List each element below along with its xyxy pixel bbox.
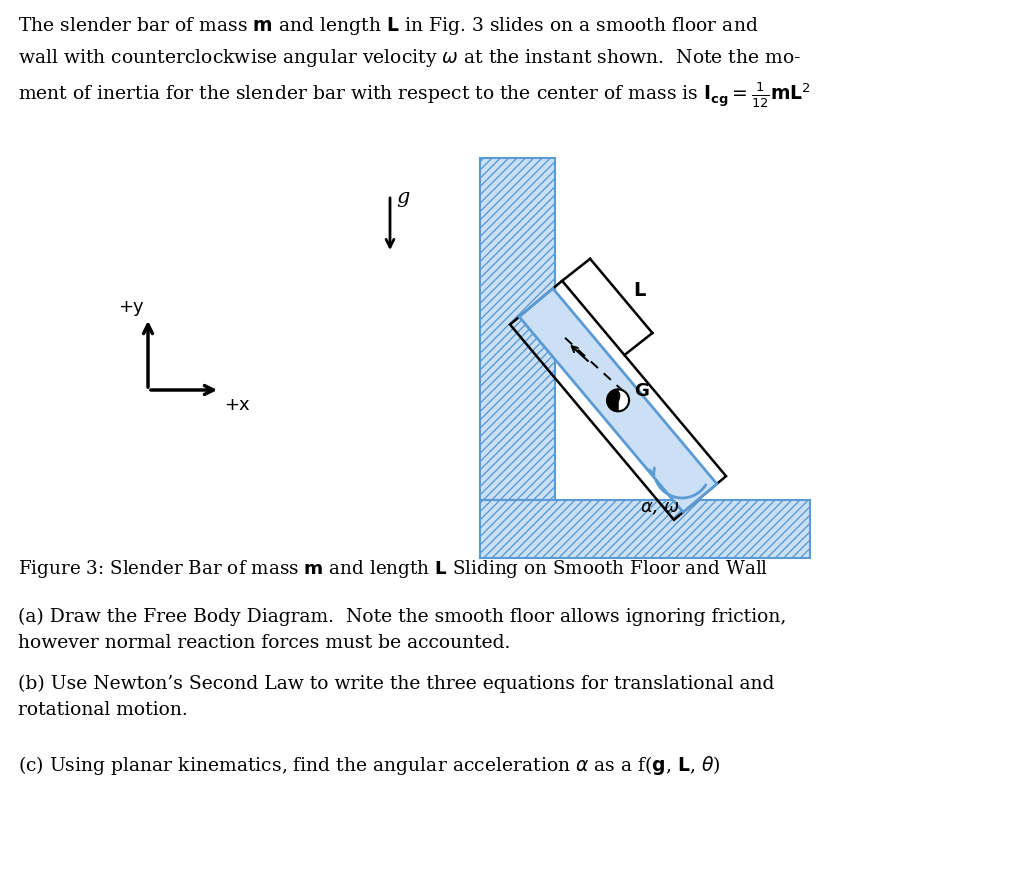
Text: (b) Use Newton’s Second Law to write the three equations for translational and
r: (b) Use Newton’s Second Law to write the… (18, 675, 774, 719)
Text: $\theta$: $\theta$ (608, 391, 622, 409)
Bar (480, 500, 810, 558)
Polygon shape (607, 389, 618, 411)
Text: +x: +x (224, 396, 250, 414)
Text: +y: +y (118, 298, 143, 316)
Text: G: G (634, 383, 649, 401)
Text: (c) Using planar kinematics, find the angular acceleration $\alpha$ as a f($\mat: (c) Using planar kinematics, find the an… (18, 754, 721, 777)
Bar (480, 158, 555, 500)
Text: Figure 3: Slender Bar of mass $\mathbf{m}$ and length $\mathbf{L}$ Sliding on Sm: Figure 3: Slender Bar of mass $\mathbf{m… (18, 558, 768, 580)
Text: $\alpha$, $\omega$: $\alpha$, $\omega$ (640, 499, 680, 517)
Text: g: g (396, 188, 410, 207)
Text: L: L (633, 282, 646, 300)
Bar (480, 158, 810, 558)
Polygon shape (519, 289, 717, 512)
Text: The slender bar of mass $\mathbf{m}$ and length $\mathbf{L}$ in Fig. 3 slides on: The slender bar of mass $\mathbf{m}$ and… (18, 15, 811, 110)
Circle shape (607, 389, 629, 411)
Text: (a) Draw the Free Body Diagram.  Note the smooth floor allows ignoring friction,: (a) Draw the Free Body Diagram. Note the… (18, 608, 786, 652)
